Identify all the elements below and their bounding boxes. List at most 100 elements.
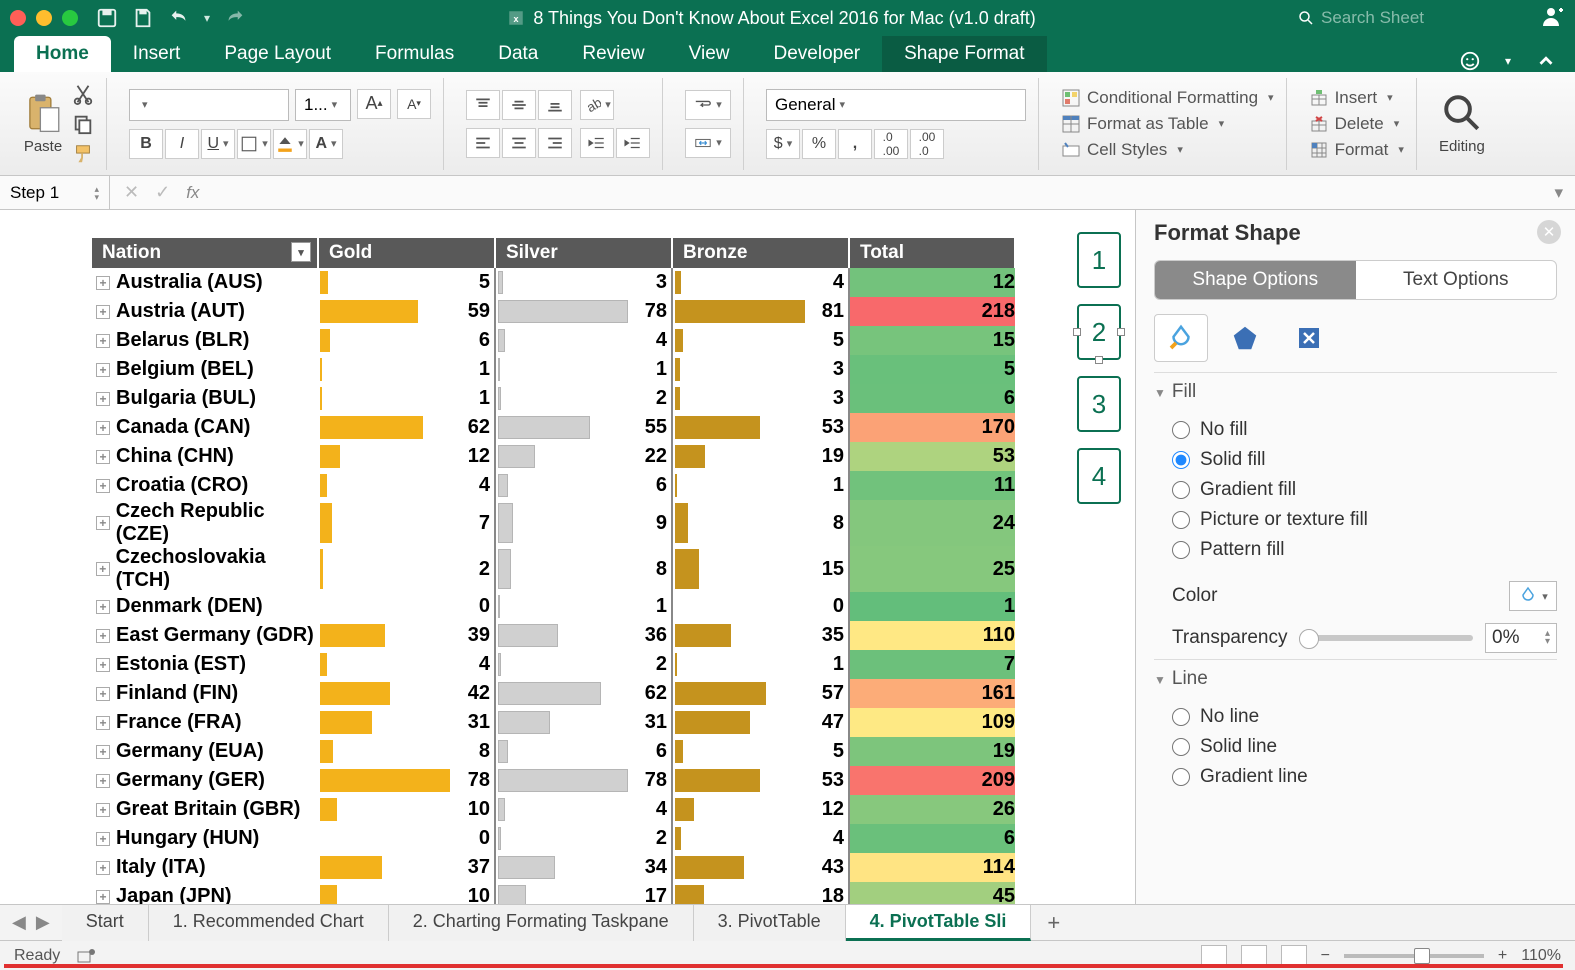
line-option[interactable]: No line <box>1172 702 1557 732</box>
expand-icon[interactable]: + <box>96 479 110 493</box>
bronze-cell[interactable]: 1 <box>672 471 849 500</box>
cut-icon[interactable] <box>72 83 94 105</box>
total-cell[interactable]: 114 <box>849 853 1015 882</box>
copy-icon[interactable] <box>72 113 94 135</box>
total-cell[interactable]: 25 <box>849 546 1015 592</box>
redo-icon[interactable] <box>224 7 246 29</box>
gold-cell[interactable]: 31 <box>318 708 495 737</box>
total-cell[interactable]: 12 <box>849 268 1015 297</box>
effects-tab-icon[interactable] <box>1218 314 1272 362</box>
gold-cell[interactable]: 42 <box>318 679 495 708</box>
emoji-icon[interactable] <box>1459 50 1481 72</box>
align-center-icon[interactable] <box>502 128 536 158</box>
fill-option[interactable]: Solid fill <box>1172 445 1557 475</box>
expand-icon[interactable]: + <box>96 450 110 464</box>
column-header-total[interactable]: Total <box>849 238 1015 268</box>
font-name-select[interactable] <box>129 89 289 121</box>
cancel-formula-icon[interactable]: ✕ <box>124 182 139 203</box>
currency-button[interactable]: $ <box>766 129 800 159</box>
total-cell[interactable]: 170 <box>849 413 1015 442</box>
gold-cell[interactable]: 0 <box>318 824 495 853</box>
add-sheet-button[interactable]: + <box>1031 910 1076 936</box>
column-header-gold[interactable]: Gold <box>318 238 495 268</box>
gold-cell[interactable]: 1 <box>318 355 495 384</box>
table-row[interactable]: +Italy (ITA)373443114 <box>92 853 1015 882</box>
nation-cell[interactable]: +Denmark (DEN) <box>92 595 318 618</box>
bronze-cell[interactable]: 53 <box>672 413 849 442</box>
line-option[interactable]: Gradient line <box>1172 762 1557 792</box>
table-row[interactable]: +Great Britain (GBR)1041226 <box>92 795 1015 824</box>
expand-icon[interactable]: + <box>96 276 110 290</box>
gold-cell[interactable]: 7 <box>318 500 495 546</box>
gold-cell[interactable]: 1 <box>318 384 495 413</box>
fill-radio[interactable] <box>1172 421 1190 439</box>
total-cell[interactable]: 53 <box>849 442 1015 471</box>
font-color-button[interactable]: A <box>309 129 343 159</box>
format-painter-icon[interactable] <box>72 143 94 165</box>
expand-icon[interactable]: + <box>96 629 110 643</box>
tab-view[interactable]: View <box>667 36 752 72</box>
fill-radio[interactable] <box>1172 511 1190 529</box>
nation-cell[interactable]: +Belgium (BEL) <box>92 358 318 381</box>
nation-cell[interactable]: +Australia (AUS) <box>92 271 318 294</box>
increase-font-icon[interactable]: A▴ <box>357 89 391 119</box>
segment-shape-options[interactable]: Shape Options <box>1155 261 1356 299</box>
expand-icon[interactable]: + <box>96 421 110 435</box>
total-cell[interactable]: 19 <box>849 737 1015 766</box>
silver-cell[interactable]: 2 <box>495 650 672 679</box>
percent-button[interactable]: % <box>802 129 836 159</box>
gold-cell[interactable]: 2 <box>318 546 495 592</box>
silver-cell[interactable]: 22 <box>495 442 672 471</box>
bronze-cell[interactable]: 15 <box>672 546 849 592</box>
table-row[interactable]: +Estonia (EST)4217 <box>92 650 1015 679</box>
expand-icon[interactable]: + <box>96 562 110 576</box>
sheet-tab[interactable]: Start <box>62 905 149 941</box>
bronze-cell[interactable]: 5 <box>672 737 849 766</box>
segment-text-options[interactable]: Text Options <box>1356 261 1557 299</box>
expand-icon[interactable]: + <box>96 687 110 701</box>
undo-dropdown-icon[interactable]: ▾ <box>204 11 210 25</box>
transparency-slider[interactable] <box>1299 635 1473 641</box>
bronze-cell[interactable]: 0 <box>672 592 849 621</box>
silver-cell[interactable]: 4 <box>495 326 672 355</box>
collapse-ribbon-icon[interactable] <box>1535 50 1557 72</box>
table-row[interactable]: +Germany (GER)787853209 <box>92 766 1015 795</box>
silver-cell[interactable]: 78 <box>495 297 672 326</box>
fill-color-button[interactable] <box>273 129 307 159</box>
fill-option[interactable]: Gradient fill <box>1172 475 1557 505</box>
total-cell[interactable]: 26 <box>849 795 1015 824</box>
gold-cell[interactable]: 10 <box>318 795 495 824</box>
total-cell[interactable]: 110 <box>849 621 1015 650</box>
table-row[interactable]: +Canada (CAN)625553170 <box>92 413 1015 442</box>
gold-cell[interactable]: 59 <box>318 297 495 326</box>
silver-cell[interactable]: 34 <box>495 853 672 882</box>
table-row[interactable]: +Australia (AUS)53412 <box>92 268 1015 297</box>
expand-icon[interactable]: + <box>96 658 110 672</box>
undo-icon[interactable] <box>168 7 190 29</box>
table-row[interactable]: +Finland (FIN)426257161 <box>92 679 1015 708</box>
bronze-cell[interactable]: 81 <box>672 297 849 326</box>
zoom-in-icon[interactable]: + <box>1498 947 1507 965</box>
bronze-cell[interactable]: 3 <box>672 384 849 413</box>
bronze-cell[interactable]: 12 <box>672 795 849 824</box>
nation-cell[interactable]: +Germany (GER) <box>92 769 318 792</box>
fill-option[interactable]: Picture or texture fill <box>1172 505 1557 535</box>
total-cell[interactable]: 6 <box>849 384 1015 413</box>
tab-review[interactable]: Review <box>560 36 666 72</box>
tab-insert[interactable]: Insert <box>111 36 203 72</box>
expand-icon[interactable]: + <box>96 305 110 319</box>
total-cell[interactable]: 11 <box>849 471 1015 500</box>
expand-icon[interactable]: + <box>96 803 110 817</box>
nation-cell[interactable]: +Bulgaria (BUL) <box>92 387 318 410</box>
total-cell[interactable]: 218 <box>849 297 1015 326</box>
total-cell[interactable]: 109 <box>849 708 1015 737</box>
bronze-cell[interactable]: 18 <box>672 882 849 904</box>
total-cell[interactable]: 24 <box>849 500 1015 546</box>
bronze-cell[interactable]: 35 <box>672 621 849 650</box>
gold-cell[interactable]: 78 <box>318 766 495 795</box>
step-shape-2[interactable]: 2 <box>1077 304 1121 360</box>
decrease-font-icon[interactable]: A▾ <box>397 89 431 119</box>
wrap-text-button[interactable] <box>685 90 731 120</box>
silver-cell[interactable]: 4 <box>495 795 672 824</box>
zoom-out-icon[interactable]: − <box>1321 947 1330 965</box>
